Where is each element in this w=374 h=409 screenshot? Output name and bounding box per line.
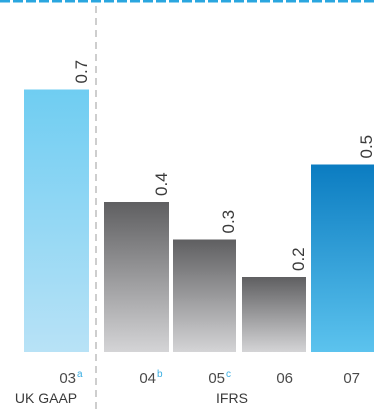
value-label-05: 0.3 <box>219 210 238 234</box>
bar-04 <box>104 202 169 352</box>
category-label-06: 06 <box>276 370 293 387</box>
group-label-uk-gaap: UK GAAP <box>15 390 77 406</box>
category-superscript-03: a <box>77 369 83 380</box>
value-label-03: 0.7 <box>72 60 91 84</box>
category-superscript-05: c <box>226 369 231 380</box>
bar-03 <box>24 89 89 352</box>
bar-05 <box>173 239 236 352</box>
bar-06 <box>242 277 306 352</box>
category-label-03: 03 <box>59 370 76 387</box>
group-label-ifrs: IFRS <box>216 390 248 406</box>
category-superscript-04: b <box>157 369 163 380</box>
category-label-04: 04 <box>139 370 156 387</box>
bar-07 <box>311 164 374 352</box>
category-label-07: 07 <box>343 370 360 387</box>
value-label-07: 0.5 <box>357 135 374 159</box>
value-label-06: 0.2 <box>289 247 308 271</box>
value-label-04: 0.4 <box>152 172 171 196</box>
category-label-05: 05 <box>208 370 225 387</box>
